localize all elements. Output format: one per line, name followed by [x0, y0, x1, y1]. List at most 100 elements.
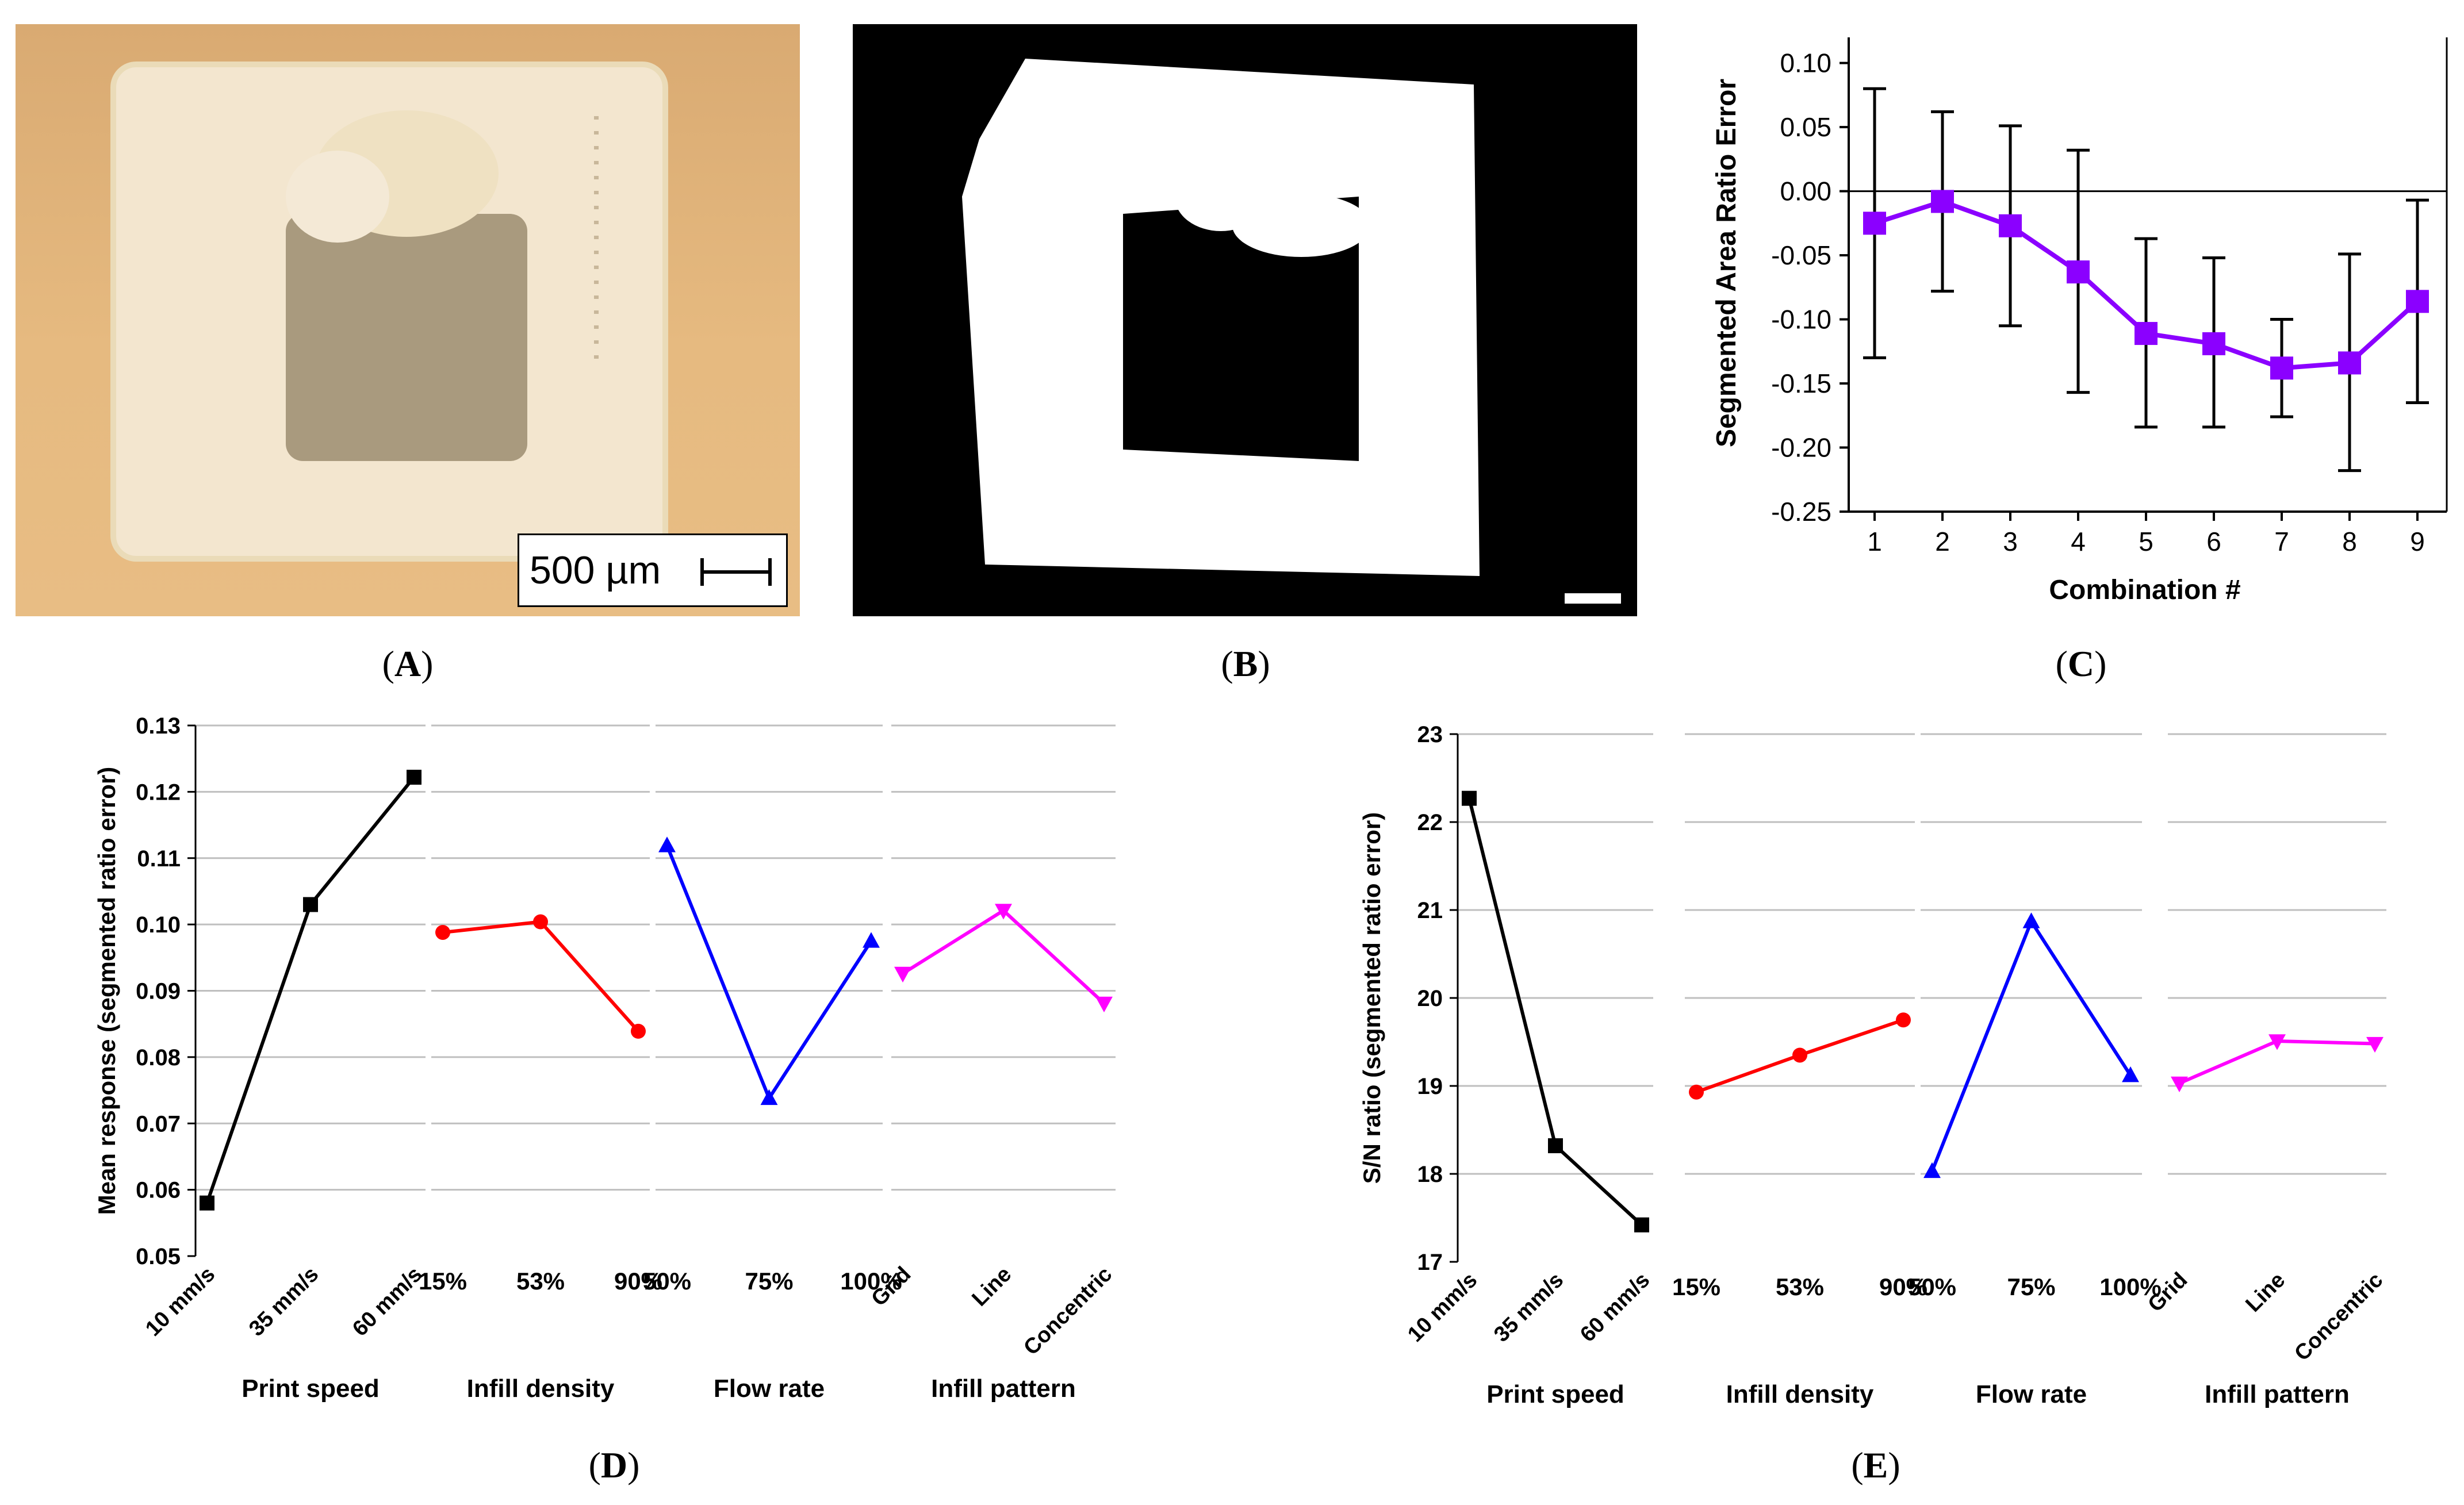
level-label: 10 mm/s: [141, 1262, 220, 1341]
data-point: [303, 897, 318, 912]
y-tick-label: 0.00: [1780, 176, 1831, 206]
y-tick-label: 18: [1417, 1162, 1443, 1187]
level-label: 50%: [643, 1268, 691, 1295]
data-point: [1634, 1217, 1649, 1233]
factor-label: Infill density: [1726, 1380, 1874, 1408]
level-label: 100%: [840, 1268, 902, 1295]
scale-bar: [700, 558, 772, 586]
x-axis-label: Combination #: [2049, 575, 2240, 605]
scale-bar-mark: [1565, 593, 1621, 604]
level-label: Line: [2241, 1268, 2290, 1317]
data-point: [2067, 260, 2090, 284]
data-point: [760, 1089, 778, 1105]
data-point: [1863, 212, 1886, 235]
y-tick-label: 20: [1417, 986, 1443, 1011]
y-tick-label: 0.05: [136, 1244, 181, 1269]
factor-line: [665, 844, 873, 1102]
x-tick-label: 3: [2003, 527, 2018, 556]
factor-label: Infill pattern: [931, 1375, 1076, 1403]
level-label: 90%: [614, 1268, 662, 1295]
panel-label-d: (D): [588, 1445, 640, 1485]
x-tick-label: 8: [2342, 527, 2357, 556]
data-point: [533, 914, 548, 930]
level-label: Line: [967, 1262, 1016, 1311]
y-tick-label: 21: [1417, 898, 1443, 923]
data-point: [863, 932, 880, 948]
x-tick-label: 4: [2071, 527, 2086, 556]
factor-label: Infill density: [467, 1375, 615, 1403]
chart-e: 17 18 19 20 21 22 23 S/N ratio (segmented ratio…: [1358, 722, 2388, 1408]
data-point: [2171, 1076, 2188, 1093]
y-tick-label: 0.05: [1780, 112, 1831, 142]
data-point: [1462, 790, 1477, 806]
x-tick-label: 2: [1935, 527, 1950, 556]
factor-label: Print speed: [1486, 1380, 1624, 1408]
factor-label: Print speed: [242, 1375, 380, 1403]
data-point: [1095, 996, 1113, 1013]
data-point: [2268, 1034, 2286, 1050]
y-axis-label: Segmented Area Ratio Error: [1711, 79, 1742, 447]
panel-label-b: (B): [1221, 643, 1270, 684]
level-label: Concentric: [1019, 1262, 1117, 1360]
factor-line: [442, 920, 640, 1032]
data-point: [2270, 356, 2293, 380]
data-point: [2202, 332, 2225, 355]
level-label: 35 mm/s: [1489, 1268, 1568, 1347]
level-label: 75%: [745, 1268, 793, 1295]
x-tick-label: 7: [2274, 527, 2289, 556]
segmented-blob: [1232, 194, 1370, 257]
chart-c: 0.10 0.05 0.00 -0.05 -0.10 -0.15 -0.20 -0.25 1 2 3…: [1711, 37, 2448, 605]
y-axis-label: S/N ratio (segmented ratio error): [1358, 812, 1385, 1184]
segmented-image: [853, 24, 1637, 616]
y-tick-label: 0.11: [137, 846, 181, 871]
level-label: 50%: [1908, 1273, 1956, 1300]
scale-bar-text: 500 µm: [530, 548, 661, 592]
level-label: 100%: [2099, 1273, 2161, 1300]
y-tick-label: -0.10: [1771, 305, 1831, 335]
y-tick-label: 19: [1417, 1074, 1443, 1099]
data-point: [2022, 912, 2040, 928]
data-point: [658, 836, 676, 853]
scale-bar-box: 500 µm: [518, 533, 788, 607]
data-point: [631, 1023, 646, 1039]
y-tick-label: 0.07: [136, 1111, 181, 1137]
level-label: 60 mm/s: [1576, 1268, 1654, 1347]
x-tick-label: 1: [1867, 527, 1882, 556]
y-tick-label: 0.10: [1780, 48, 1831, 78]
factor-line: [1930, 917, 2132, 1172]
factor-label: Flow rate: [714, 1375, 825, 1403]
data-point: [435, 924, 450, 940]
factor-label: Infill pattern: [2205, 1380, 2350, 1408]
level-label: 15%: [419, 1268, 467, 1295]
level-label: 10 mm/s: [1403, 1268, 1482, 1347]
data-point: [2122, 1066, 2139, 1082]
y-tick-label: 22: [1417, 810, 1443, 835]
y-tick-label: -0.25: [1771, 497, 1831, 527]
data-point: [2366, 1036, 2383, 1053]
panel-label-c: (C): [2055, 643, 2107, 684]
data-point: [200, 1195, 214, 1211]
data-point: [1689, 1084, 1704, 1100]
x-tick-label: 5: [2139, 527, 2153, 556]
y-tick-label: 0.10: [136, 912, 181, 938]
y-tick-label: 0.09: [136, 979, 181, 1004]
y-tick-label: 0.08: [136, 1045, 181, 1070]
y-tick-label: -0.15: [1771, 368, 1831, 398]
level-label: 75%: [2007, 1273, 2055, 1300]
y-tick-label: 0.06: [136, 1178, 181, 1203]
data-point: [1931, 190, 1954, 213]
micrograph-photo: 500 µm: [16, 24, 800, 616]
level-label: Concentric: [2290, 1268, 2388, 1366]
micrograph-drawing: [110, 62, 668, 562]
data-point: [2406, 290, 2429, 313]
data-point: [1896, 1012, 1911, 1028]
segmented-frame: [962, 59, 1480, 576]
factor-line: [1467, 797, 1643, 1226]
y-tick-label: 17: [1417, 1250, 1443, 1275]
data-point: [2135, 322, 2158, 345]
level-label: 53%: [516, 1268, 565, 1295]
data-point: [1923, 1162, 1941, 1178]
data-point: [407, 769, 421, 785]
factor-label: Flow rate: [1976, 1380, 2087, 1408]
frame-hole: [286, 214, 527, 461]
